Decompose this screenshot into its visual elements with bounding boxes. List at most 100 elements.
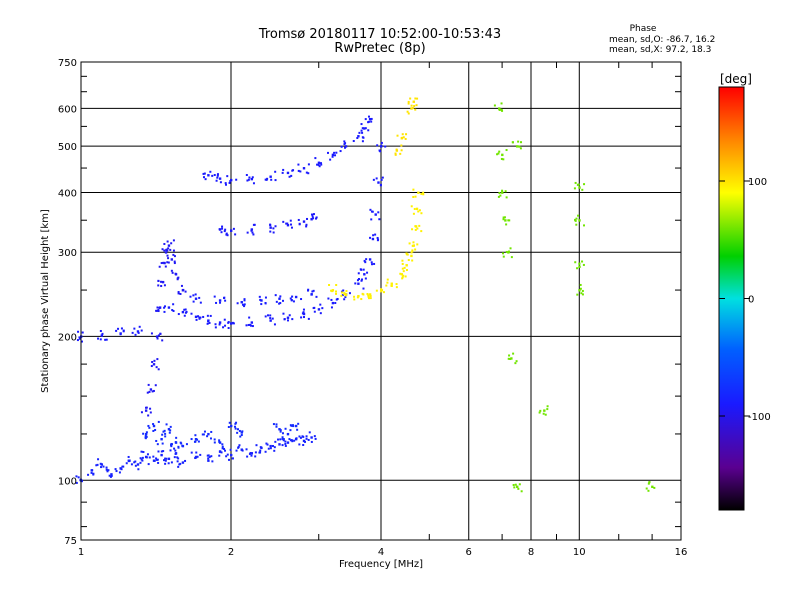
data-point-scatter <box>153 459 156 462</box>
data-point-scatter <box>247 178 250 181</box>
data-point-scatter <box>378 218 381 221</box>
data-point-scatter <box>252 182 255 185</box>
data-point <box>260 299 263 302</box>
data-point-scatter <box>105 338 108 341</box>
data-point-scatter <box>144 437 147 440</box>
data-point-scatter <box>125 462 128 465</box>
data-point-scatter <box>416 97 419 100</box>
data-point-scatter <box>298 222 301 225</box>
data-point-scatter <box>156 306 159 309</box>
data-point-scatter <box>410 104 413 107</box>
data-point-scatter <box>225 455 228 458</box>
data-point-scatter <box>284 427 287 430</box>
data-point-scatter <box>384 145 387 148</box>
data-point-scatter <box>581 260 584 263</box>
data-point-scatter <box>364 118 367 121</box>
data-point-scatter <box>299 436 302 439</box>
data-point-scatter <box>287 319 290 322</box>
data-point-scatter <box>194 434 197 437</box>
data-point-scatter <box>229 180 232 183</box>
data-point-scatter <box>386 281 389 284</box>
data-point-scatter <box>319 303 322 306</box>
data-point-scatter <box>181 444 184 447</box>
y-tick-label: 600 <box>58 104 77 115</box>
data-point-scatter <box>241 303 244 306</box>
data-point <box>400 273 404 276</box>
y-tick-label: 100 <box>58 476 77 487</box>
data-point-scatter <box>507 250 510 253</box>
data-point-scatter <box>228 421 231 424</box>
data-point-scatter <box>342 289 345 292</box>
data-point <box>207 459 210 462</box>
data-point-scatter <box>153 359 156 362</box>
data-point-scatter <box>246 231 249 234</box>
data-point-scatter <box>167 462 170 465</box>
data-point-scatter <box>185 443 188 446</box>
data-point-scatter <box>148 390 151 393</box>
data-point-scatter <box>156 443 159 446</box>
data-point-scatter <box>414 228 417 231</box>
data-point-scatter <box>312 289 315 292</box>
data-point-scatter <box>518 483 521 486</box>
data-point-scatter <box>87 473 90 476</box>
data-point-scatter <box>542 412 545 415</box>
data-point-scatter <box>575 223 578 226</box>
data-point-scatter <box>243 305 246 308</box>
data-point-scatter <box>243 298 246 301</box>
data-point-scatter <box>365 258 368 261</box>
data-point-scatter <box>231 321 234 324</box>
data-point-scatter <box>366 293 369 296</box>
data-point-scatter <box>418 224 421 227</box>
data-point-scatter <box>412 212 415 215</box>
data-point <box>357 294 360 298</box>
data-point-scatter <box>401 277 404 280</box>
data-point <box>390 282 393 285</box>
data-point-scatter <box>375 289 378 292</box>
data-point-scatter <box>259 449 262 452</box>
data-point <box>181 310 185 314</box>
data-point-scatter <box>165 248 168 251</box>
data-point-scatter <box>313 435 316 438</box>
data-point-scatter <box>178 463 181 466</box>
data-point-scatter <box>362 287 365 290</box>
data-point-scatter <box>369 208 372 211</box>
data-point <box>405 264 408 267</box>
data-point-scatter <box>343 140 346 143</box>
x-tick-label: 10 <box>573 547 586 558</box>
data-point-scatter <box>131 331 134 334</box>
data-point-scatter <box>318 165 321 168</box>
data-point-scatter <box>145 456 148 459</box>
data-point-scatter <box>357 278 360 281</box>
data-point-scatter <box>114 468 117 471</box>
data-point-scatter <box>274 170 277 173</box>
data-point-scatter <box>573 187 576 190</box>
data-point-scatter <box>509 358 512 361</box>
data-point-scatter <box>399 152 402 155</box>
y-tick-label: 500 <box>58 142 77 153</box>
data-point-scatter <box>277 438 280 441</box>
data-point-scatter <box>420 192 423 195</box>
data-point <box>543 409 546 412</box>
data-point-scatter <box>234 427 237 430</box>
data-point-scatter <box>221 443 224 446</box>
data-point-scatter <box>266 443 269 446</box>
data-point-scatter <box>579 283 582 286</box>
data-point-scatter <box>221 225 224 228</box>
data-point-scatter <box>314 437 317 440</box>
data-point-scatter <box>395 283 398 286</box>
data-point-scatter <box>381 176 384 179</box>
data-point-scatter <box>539 409 542 412</box>
data-point-scatter <box>173 456 176 459</box>
data-point-scatter <box>148 456 151 459</box>
colorbar-tick-label: 0 <box>748 295 754 306</box>
data-point-scatter <box>272 423 275 426</box>
data-point-scatter <box>305 435 308 438</box>
data-point <box>218 321 222 324</box>
data-point-scatter <box>174 449 177 452</box>
data-point-scatter <box>155 366 158 369</box>
data-point-scatter <box>146 391 149 394</box>
data-point-scatter <box>104 338 107 341</box>
data-point <box>207 432 210 436</box>
data-point-scatter <box>493 104 496 107</box>
data-point-scatter <box>146 453 149 456</box>
